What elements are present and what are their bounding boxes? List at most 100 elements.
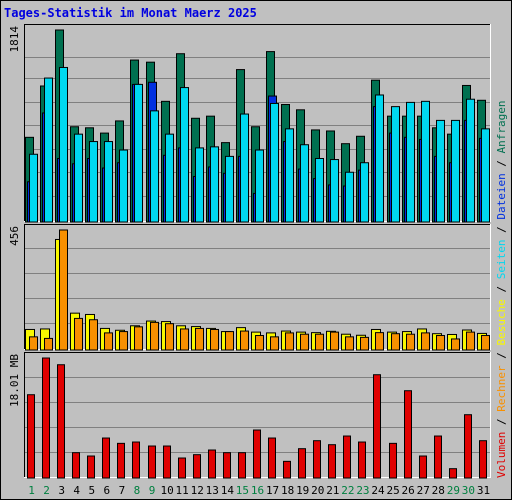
x-label-day-11: 11 [176, 484, 189, 497]
bar-seiten-day-1 [29, 153, 38, 223]
x-label-day-3: 3 [58, 484, 65, 497]
bar-volumen-day-10 [163, 445, 171, 479]
bar-rechner-day-23 [360, 336, 369, 351]
x-label-day-13: 13 [206, 484, 219, 497]
bar-seiten-day-26 [406, 101, 415, 223]
bar-volumen-day-11 [178, 457, 186, 479]
legend-separator: / [495, 412, 508, 432]
chart-title: Tages-Statistik im Monat Maerz 2025 [4, 6, 257, 20]
bar-rechner-day-9 [150, 321, 159, 351]
bar-seiten-day-9 [150, 110, 159, 223]
bar-volumen-day-26 [404, 390, 412, 479]
x-label-day-24: 24 [371, 484, 385, 497]
x-label-day-1: 1 [28, 484, 35, 497]
bar-rechner-day-2 [44, 337, 53, 351]
legend: Volumen / Rechner / Besuche / Seiten / D… [495, 100, 508, 478]
bar-rechner-day-5 [89, 319, 98, 351]
x-label-day-28: 28 [432, 484, 445, 497]
x-label-day-9: 9 [149, 484, 156, 497]
legend-separator: / [495, 346, 508, 366]
x-label-day-5: 5 [88, 484, 95, 497]
ymax-label-bottom: 18.01 MB [8, 354, 21, 407]
bar-volumen-day-18 [283, 460, 291, 479]
bar-seiten-day-10 [165, 133, 174, 223]
bar-seiten-day-21 [330, 159, 339, 223]
bar-volumen-day-30 [464, 414, 472, 479]
bar-volumen-day-1 [27, 394, 35, 479]
bar-rechner-day-25 [391, 333, 400, 351]
bar-seiten-day-3 [59, 66, 68, 223]
bar-seiten-day-28 [436, 119, 445, 223]
x-label-day-31: 31 [477, 484, 490, 497]
bar-volumen-day-23 [358, 441, 366, 479]
bar-rechner-day-19 [300, 333, 309, 351]
bar-rechner-day-12 [195, 327, 204, 351]
x-label-day-16: 16 [251, 484, 264, 497]
bar-volumen-day-14 [223, 452, 231, 479]
bar-volumen-day-17 [268, 437, 276, 479]
bar-seiten-day-16 [255, 149, 264, 223]
legend-separator: / [495, 153, 508, 173]
x-label-day-17: 17 [266, 484, 279, 497]
legend-seiten: Seiten [495, 240, 508, 280]
bar-volumen-day-3 [57, 364, 65, 479]
bar-rechner-day-22 [345, 336, 354, 351]
bar-seiten-day-31 [481, 128, 490, 223]
bar-rechner-day-18 [285, 332, 294, 351]
bar-rechner-day-27 [421, 332, 430, 351]
x-label-day-21: 21 [326, 484, 339, 497]
bar-volumen-day-20 [313, 440, 321, 479]
x-label-day-7: 7 [119, 484, 126, 497]
x-label-day-26: 26 [402, 484, 415, 497]
x-label-day-18: 18 [281, 484, 294, 497]
bar-volumen-day-31 [479, 440, 487, 479]
x-label-day-20: 20 [311, 484, 324, 497]
bar-volumen-day-6 [102, 437, 110, 479]
bar-volumen-day-2 [42, 357, 50, 479]
x-label-day-23: 23 [356, 484, 369, 497]
legend-separator: / [495, 279, 508, 299]
bar-volumen-day-7 [117, 442, 125, 479]
bar-volumen-day-21 [328, 444, 336, 479]
bar-rechner-day-8 [134, 326, 143, 351]
x-label-day-8: 8 [134, 484, 141, 497]
x-label-day-12: 12 [191, 484, 204, 497]
bar-seiten-day-2 [44, 77, 53, 223]
bar-rechner-day-26 [406, 333, 415, 351]
bar-volumen-day-28 [434, 435, 442, 479]
x-label-day-2: 2 [43, 484, 50, 497]
bar-seiten-day-11 [180, 87, 189, 223]
bar-rechner-day-20 [315, 333, 324, 351]
x-label-day-19: 19 [296, 484, 309, 497]
bar-rechner-day-10 [165, 323, 174, 351]
bar-seiten-day-18 [285, 128, 294, 223]
legend-besuche: Besuche [495, 299, 508, 345]
ymax-label-top: 1814 [8, 26, 21, 53]
x-label-day-30: 30 [462, 484, 475, 497]
bar-volumen-day-9 [148, 445, 156, 479]
bar-seiten-day-13 [210, 146, 219, 223]
bar-seiten-day-6 [104, 141, 113, 223]
bar-volumen-day-13 [208, 449, 216, 479]
x-label-day-29: 29 [447, 484, 460, 497]
bar-rechner-day-21 [330, 331, 339, 351]
bar-seiten-day-20 [315, 157, 324, 223]
x-label-day-4: 4 [73, 484, 80, 497]
legend-dateien: Dateien [495, 173, 508, 219]
bar-rechner-day-7 [119, 331, 128, 351]
bar-seiten-day-4 [74, 133, 83, 223]
ymax-label-middle: 456 [8, 226, 21, 246]
x-label-day-6: 6 [104, 484, 111, 497]
bar-volumen-day-19 [298, 448, 306, 479]
bar-rechner-day-1 [29, 336, 38, 351]
bar-volumen-day-25 [389, 442, 397, 479]
bar-seiten-day-8 [134, 83, 143, 223]
bar-volumen-day-15 [238, 452, 246, 479]
legend-rechner: Rechner [495, 365, 508, 412]
x-label-day-14: 14 [221, 484, 235, 497]
bar-rechner-day-11 [180, 328, 189, 351]
x-label-day-10: 10 [160, 484, 173, 497]
bar-rechner-day-30 [466, 331, 475, 351]
